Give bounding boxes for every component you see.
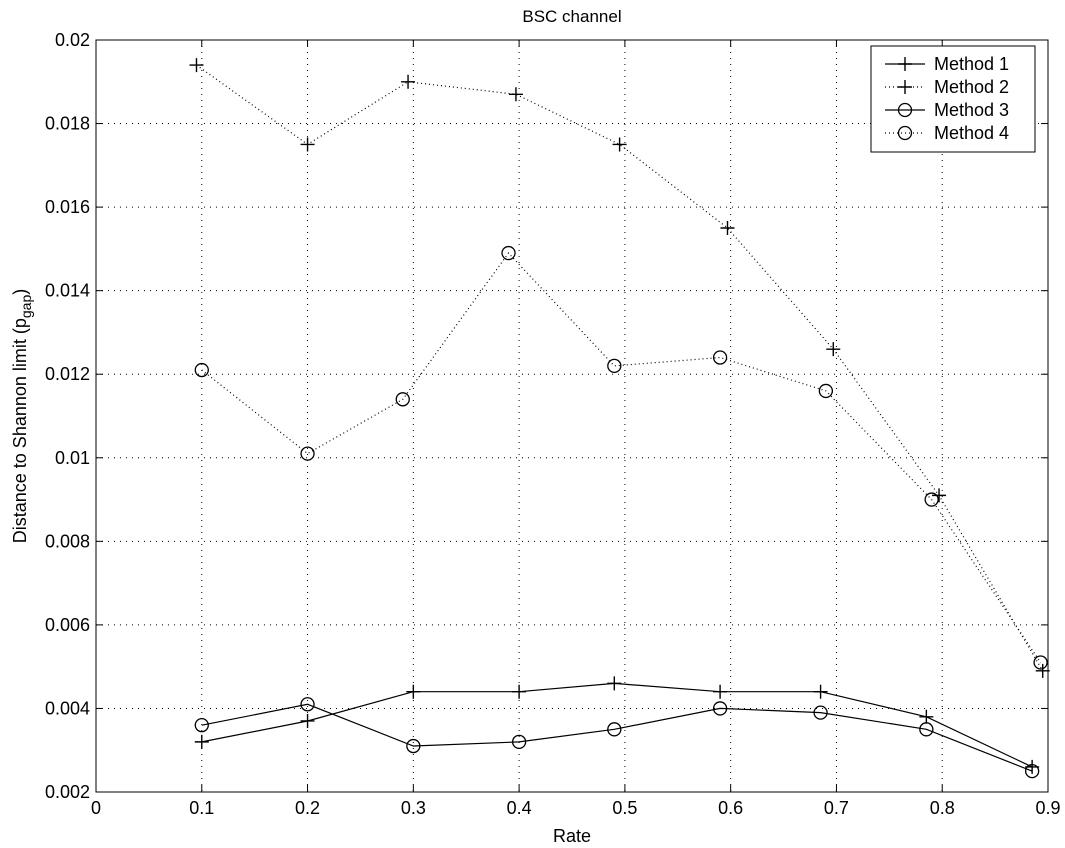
series-method-2	[189, 58, 1050, 678]
x-tick-label: 0	[91, 798, 101, 818]
y-tick-label: 0.004	[45, 698, 90, 718]
y-tick-label: 0.014	[45, 281, 90, 301]
data-point-method-2	[932, 488, 947, 503]
data-point-method-2	[189, 58, 204, 73]
legend-label-method-2: Method 2	[934, 77, 1009, 97]
y-tick-label: 0.01	[55, 448, 90, 468]
series-line-method-2	[196, 64, 1044, 672]
data-point-method-1	[713, 684, 728, 699]
y-tick-label: 0.016	[45, 197, 90, 217]
data-point-method-3	[919, 722, 934, 737]
data-point-method-3	[194, 718, 209, 733]
legend-marker-method-2	[898, 80, 912, 94]
data-point-method-4	[300, 446, 315, 461]
data-point-method-4	[924, 492, 939, 507]
data-point-method-3	[712, 701, 728, 716]
y-tick-label: 0.018	[45, 114, 90, 134]
series-method-3	[194, 697, 1040, 779]
plot-area-border	[95, 39, 1049, 793]
legend-marker-method-1	[898, 57, 912, 71]
legend-label-method-3: Method 3	[934, 100, 1009, 120]
data-point-method-3	[813, 705, 828, 720]
ticks: 0 0.1 0.2 0.3 0.4 0.5 0.6 0.7 0.8 0.9 0.002 0.004 0.…	[45, 30, 1061, 818]
data-point-method-2	[300, 137, 315, 152]
x-tick-label: 0.4	[507, 798, 532, 818]
chart-title: BSC channel	[522, 7, 621, 26]
x-tick-label: 0.6	[718, 798, 743, 818]
x-tick-label: 0.2	[295, 798, 320, 818]
y-axis-title-subscript: gap	[18, 295, 34, 319]
data-point-method-3	[511, 734, 527, 750]
data-point-method-2	[508, 87, 523, 102]
data-point-method-1	[607, 676, 622, 691]
x-tick-label: 0.7	[824, 798, 849, 818]
legend: Method 1 Method 2 Method 3 Method 4	[870, 45, 1036, 153]
y-tick-label: 0.002	[45, 782, 90, 802]
plot-frame	[95, 39, 1049, 793]
data-point-method-3	[1024, 763, 1040, 779]
data-point-method-3	[300, 697, 315, 712]
x-tick-label: 0.9	[1035, 798, 1060, 818]
y-tick-label: 0.008	[45, 531, 90, 551]
legend-item-method-3: Method 3	[885, 100, 1009, 120]
legend-item-method-4: Method 4	[885, 123, 1009, 143]
y-axis-title: Distance to Shannon limit (pgap)	[10, 289, 34, 543]
data-point-method-2	[720, 221, 735, 235]
legend-marker-method-4	[897, 125, 913, 141]
series-layer	[189, 58, 1050, 779]
data-point-method-1	[919, 709, 934, 724]
data-point-method-2	[1035, 663, 1050, 678]
data-point-method-1	[406, 684, 421, 699]
data-point-method-4	[712, 350, 728, 365]
legend-marker-method-3	[897, 102, 913, 118]
x-tick-label: 0.1	[189, 798, 214, 818]
x-tick-label: 0.5	[612, 798, 637, 818]
x-tick-label: 0.8	[930, 798, 955, 818]
y-axis-title-tail: )	[10, 289, 30, 295]
legend-label-method-1: Method 1	[934, 54, 1009, 74]
y-axis-title-main: Distance to Shannon limit (p	[10, 318, 30, 543]
data-point-method-4	[501, 245, 516, 261]
data-point-method-4	[818, 383, 834, 399]
series-method-4	[194, 245, 1048, 670]
data-point-method-4	[194, 362, 209, 378]
data-point-method-1	[300, 713, 315, 728]
legend-item-method-2: Method 2	[885, 77, 1009, 97]
data-point-method-2	[401, 74, 416, 89]
data-point-method-1	[194, 734, 209, 749]
data-point-method-3	[607, 722, 622, 737]
x-axis-title: Rate	[553, 826, 591, 846]
y-tick-label: 0.02	[55, 30, 90, 50]
data-point-method-2	[826, 342, 841, 357]
data-point-method-4	[395, 392, 410, 407]
data-point-method-2	[612, 137, 627, 152]
data-point-method-1	[512, 684, 527, 699]
x-tick-label: 0.3	[401, 798, 426, 818]
y-tick-label: 0.012	[45, 364, 90, 384]
data-point-method-4	[1033, 655, 1048, 670]
data-point-method-4	[607, 358, 622, 374]
y-tick-label: 0.006	[45, 615, 90, 635]
data-point-method-1	[813, 684, 828, 699]
legend-label-method-4: Method 4	[934, 123, 1009, 143]
data-point-method-3	[406, 738, 421, 754]
series-line-method-3	[201, 703, 1033, 772]
legend-item-method-1: Method 1	[885, 54, 1009, 74]
